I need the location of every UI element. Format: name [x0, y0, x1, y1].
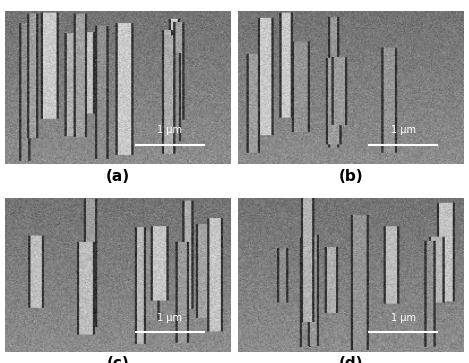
X-axis label: (b): (b): [339, 169, 363, 184]
X-axis label: (a): (a): [106, 169, 130, 184]
Text: 1 μm: 1 μm: [158, 125, 182, 135]
Text: 1 μm: 1 μm: [158, 313, 182, 323]
X-axis label: (c): (c): [106, 356, 129, 363]
X-axis label: (d): (d): [339, 356, 363, 363]
Text: 1 μm: 1 μm: [391, 313, 416, 323]
Text: 1 μm: 1 μm: [391, 125, 416, 135]
